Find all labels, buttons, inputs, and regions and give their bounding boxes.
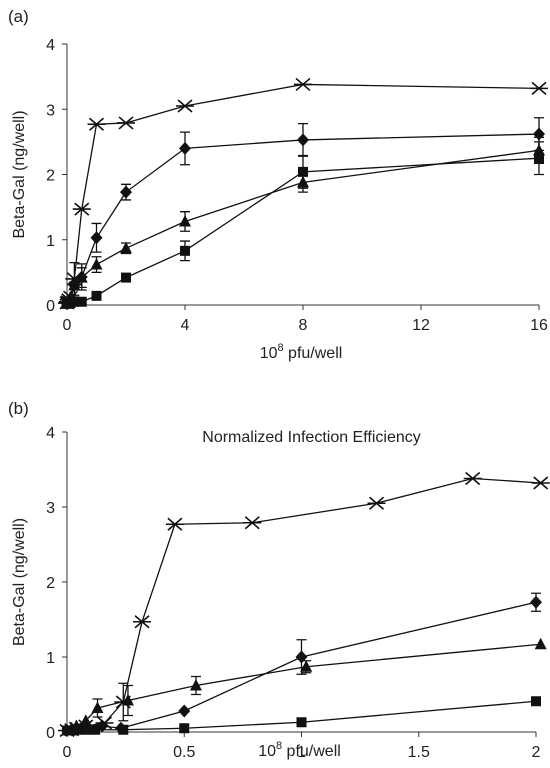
data-point [531,476,550,490]
x-tick-label: 16 [530,317,548,334]
x-tick-label: 0 [63,744,72,761]
data-point [75,271,88,283]
data-point [176,99,194,113]
chart-panel-b: (b) Normalized Infection Efficiency 0 1 2 3 4 0… [8,399,550,761]
series-diamond [61,117,545,311]
data-point [80,724,91,735]
data-point [297,133,309,147]
data-point [243,516,262,530]
data-point [91,290,102,301]
data-point [120,241,132,254]
x-tick-label: 2 [532,744,541,761]
panel-label: (a) [8,7,29,26]
y-axis-label: Beta-Gal (ng/well) [11,110,28,238]
series-line [66,83,540,304]
data-point [87,117,106,131]
data-point [90,724,101,735]
y-tick-label: 0 [46,725,55,742]
data-point [189,679,202,691]
data-point [296,717,307,728]
data-point [68,278,81,291]
data-point [165,517,184,531]
data-point [121,694,134,706]
data-point [121,272,131,283]
chart-title: Normalized Infection Efficiency [202,429,420,446]
data-point [180,245,190,256]
data-point [118,724,129,735]
series-square [62,141,544,309]
data-point [531,696,541,707]
y-tick-label: 0 [46,298,55,315]
y-tick-label: 3 [46,102,55,119]
x-tick-label: 4 [181,317,190,334]
data-point [294,77,312,92]
data-point [179,214,191,227]
series-x-star [58,471,550,738]
data-point [91,701,104,713]
data-point [530,595,542,609]
y-axis-label: Beta-Gal (ng/well) [11,518,28,646]
x-tick-label: 8 [299,317,308,334]
series-line [66,477,541,732]
series-square [62,696,541,736]
y-tick-label: 3 [46,500,55,517]
data-point [117,116,135,130]
y-tick-label: 2 [46,168,55,185]
data-point [76,296,87,307]
data-point [79,714,92,726]
y-tick-label: 1 [46,650,55,667]
data-point [300,660,313,672]
data-point [179,723,190,734]
data-point [298,166,308,177]
data-point [90,258,103,270]
x-tick-label: 0 [63,317,72,334]
y-tick-label: 4 [46,37,55,54]
data-point [178,704,191,718]
x-axis-label: 108 pfu/well [260,342,343,362]
panel-label: (b) [8,399,29,418]
data-point [530,81,548,95]
x-axis-label: 108 pfu/well [258,740,341,760]
data-point [534,153,544,164]
data-point [367,496,386,510]
x-tick-label: 12 [412,317,430,334]
x-tick-label: 1.5 [408,744,430,761]
series-diamond [61,592,542,737]
data-point [72,202,91,216]
data-point [133,615,152,629]
y-tick-label: 2 [46,575,55,592]
x-tick-label: 1 [297,744,306,761]
y-tick-label: 1 [46,233,55,250]
data-point [463,471,482,486]
data-point [69,296,80,307]
data-point [90,231,103,245]
data-point [179,141,191,155]
x-tick-label: 0.5 [173,744,195,761]
data-point [534,637,547,650]
data-point [71,724,82,735]
y-tick-label: 4 [46,425,55,442]
data-point [120,185,132,199]
